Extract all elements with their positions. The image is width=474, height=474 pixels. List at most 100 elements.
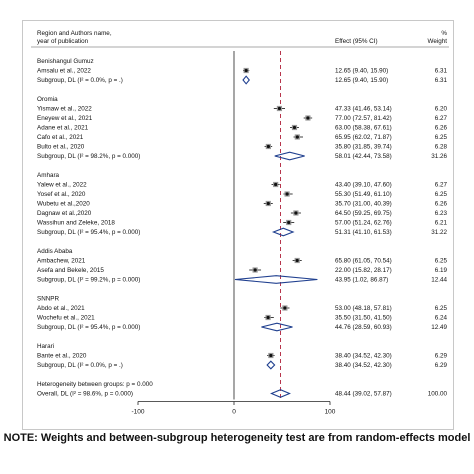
study-label: Bulto et al., 2020 [37,144,85,151]
subgroup-heading: Oromia [37,96,58,103]
subtotal-label: Subgroup, DL (I² = 0.0%, p = .) [37,362,123,369]
study-label: Adane et al., 2021 [37,125,89,132]
study-point [283,306,287,310]
study-point [274,182,278,187]
study-label: Amsalu et al., 2022 [37,68,91,75]
study-label: Wochefu et al., 2021 [37,315,95,322]
weight-value: 6.20 [435,106,448,113]
effect-ci-value: 55.30 (51.49, 61.10) [335,191,392,198]
weight-value: 6.31 [435,77,448,84]
study-point [285,192,289,196]
study-label: Yosef et al., 2020 [37,191,86,198]
heterogeneity-note: Heterogeneity between groups: p = 0.000 [37,381,153,388]
subgroup-heading: SNNPR [37,296,59,303]
weight-value: 6.25 [435,258,448,265]
weight-value: 6.26 [435,125,448,132]
subtotal-label: Subgroup, DL (I² = 95.4%, p = 0.000) [37,229,140,236]
study-point [306,116,310,120]
weight-value: 6.25 [435,191,448,198]
subtotal-diamond [274,151,305,161]
study-label: Yalew et al., 2022 [37,182,87,189]
study-point [266,315,270,320]
study-point [277,106,282,111]
weight-value: 6.27 [435,182,448,189]
weight-value: 6.28 [435,144,448,151]
weight-value: 6.31 [435,68,448,75]
effect-ci-value: 12.65 (9.40, 15.90) [335,68,388,75]
effect-ci-value: 65.80 (61.05, 70.54) [335,258,392,265]
study-point [266,144,270,149]
study-label: Wassihun and Zeleke, 2018 [37,220,115,227]
effect-ci-value: 64.50 (59.25, 69.75) [335,210,392,217]
weight-value: 6.24 [435,315,448,322]
study-point [294,211,298,215]
study-label: Cafo et al., 2021 [37,134,84,141]
subgroup-heading: Addis Ababa [37,248,73,255]
study-point [244,68,248,73]
subtotal-diamond [234,275,318,284]
x-axis-tick-label: -100 [131,409,144,416]
subtotal-diamond [271,227,295,237]
subtotal-label: Subgroup, DL (I² = 0.0%, p = .) [37,77,123,84]
subtotal-diamond [242,75,250,85]
subgroup-heading: Benishangul Gumuz [37,58,94,65]
overall-diamond [270,389,291,398]
effect-ci-value: 47.33 (41.46, 53.14) [335,106,392,113]
effect-ci-value: 63.00 (58.38, 67.61) [335,125,392,132]
weight-value: 6.19 [435,267,448,274]
study-label: Wubetu et al.,2020 [37,201,90,208]
study-point [269,353,273,358]
forest-plot: Region and Authors name,year of publicat… [31,30,449,416]
study-label: Asefa and Bekele, 2015 [37,267,104,274]
effect-ci-value: 43.95 (1.02, 86.87) [335,277,388,284]
study-point [295,258,299,263]
effect-ci-value: 48.44 (39.02, 57.87) [335,391,392,398]
weight-value: 12.44 [431,277,447,284]
study-label: Dagnaw et al.,2020 [37,210,92,217]
study-label: Ambachew, 2021 [37,258,86,265]
effect-ci-value: 38.40 (34.52, 42.30) [335,353,392,360]
effect-ci-value: 12.65 (9.40, 15.90) [335,77,388,84]
overall-label: Overall, DL (I² = 98.6%, p = 0.000) [37,391,133,398]
effect-ci-value: 43.40 (39.10, 47.60) [335,182,392,189]
effect-ci-value: 65.95 (62.02, 71.87) [335,134,392,141]
effect-ci-value: 77.00 (72.57, 81.42) [335,115,392,122]
effect-ci-value: 44.76 (28.59, 60.93) [335,324,392,331]
weight-value: 31.26 [431,153,447,160]
effect-ci-value: 22.00 (15.82, 28.17) [335,267,392,274]
subtotal-diamond [266,360,276,370]
header-study-label-line2: year of publication [37,38,89,45]
weight-value: 6.23 [435,210,448,217]
weight-value: 12.49 [431,324,447,331]
effect-ci-value: 58.01 (42.44, 73.58) [335,153,392,160]
subtotal-diamond [261,322,293,332]
study-label: Eneyew et al., 2021 [37,115,93,122]
study-point [253,268,257,272]
effect-ci-value: 35.70 (31.00, 40.39) [335,201,392,208]
subtotal-label: Subgroup, DL (I² = 99.2%, p = 0.000) [37,277,140,284]
weight-value: 6.21 [435,220,448,227]
study-point [287,220,291,225]
weight-value: 31.22 [431,229,447,236]
subtotal-label: Subgroup, DL (I² = 98.2%, p = 0.000) [37,153,140,160]
study-point [266,201,270,206]
effect-ci-value: 51.31 (41.10, 61.53) [335,229,392,236]
x-axis-tick-label: 0 [232,409,236,416]
x-axis-tick-label: 100 [325,409,336,416]
subtotal-label: Subgroup, DL (I² = 95.4%, p = 0.000) [37,324,140,331]
study-label: Yismaw et al., 2022 [37,106,92,113]
header-effect-label: Effect (95% CI) [335,38,378,45]
weight-value: 6.26 [435,201,448,208]
study-point [292,125,297,130]
effect-ci-value: 53.00 (48.18, 57.81) [335,305,392,312]
weight-value: 6.25 [435,305,448,312]
weight-value: 6.27 [435,115,448,122]
footnote: NOTE: Weights and between-subgroup heter… [3,432,471,444]
effect-ci-value: 35.50 (31.50, 41.50) [335,315,392,322]
weight-value: 100.00 [428,391,448,398]
header-weight-symbol: % [441,30,447,37]
weight-value: 6.29 [435,362,448,369]
header-weight-label: Weight [428,38,448,45]
header-study-label: Region and Authors name, [37,30,112,37]
effect-ci-value: 35.80 (31.85, 39.74) [335,144,392,151]
